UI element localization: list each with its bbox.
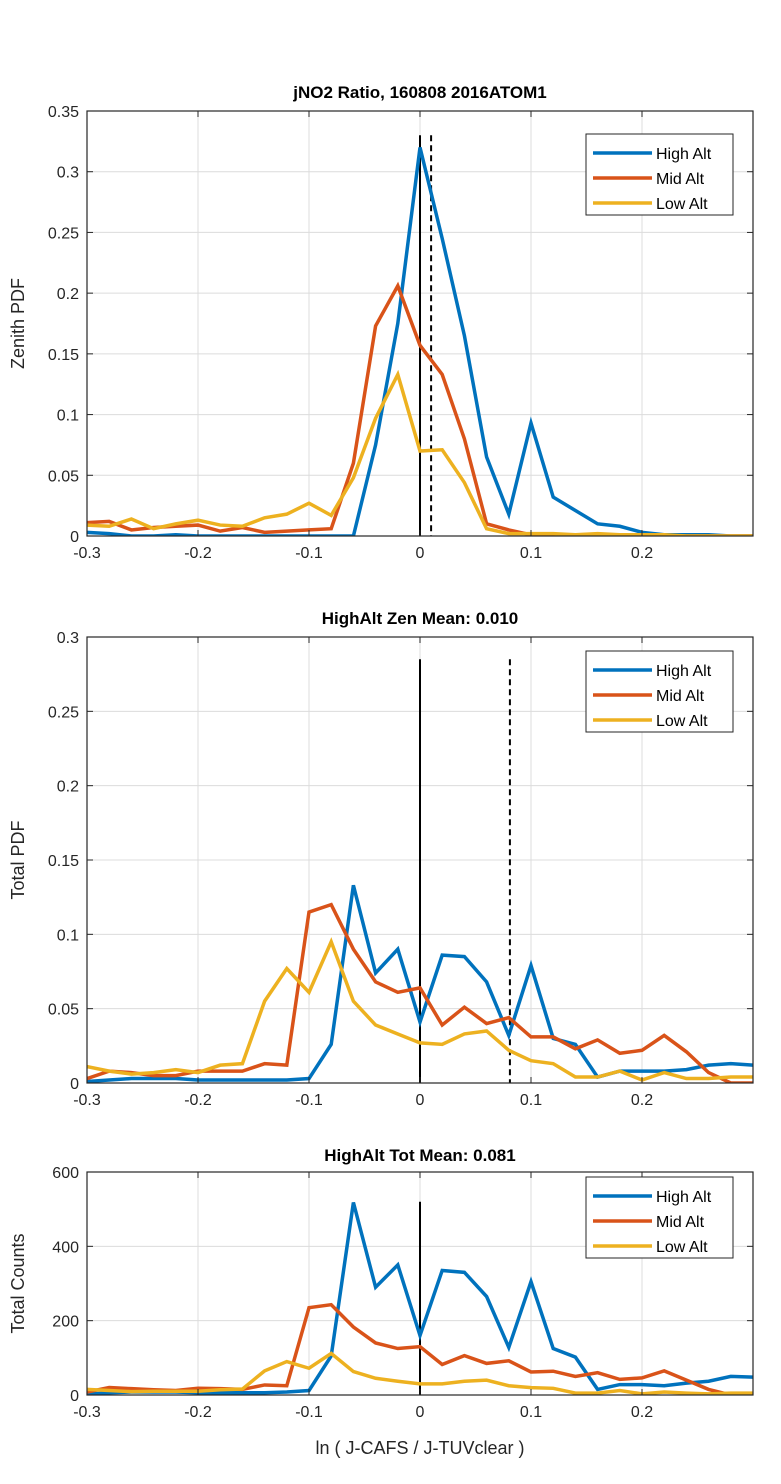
chart-title: jNO2 Ratio, 160808 2016ATOM1 [292, 83, 547, 102]
y-tick-label: 0.25 [48, 704, 79, 721]
legend-label: Low Alt [656, 713, 708, 730]
x-tick-label: 0.1 [520, 1092, 542, 1109]
y-tick-label: 0.3 [57, 165, 79, 182]
y-tick-label: 0.2 [57, 286, 79, 303]
legend-label: High Alt [656, 1189, 712, 1206]
x-tick-label: 0.2 [631, 545, 653, 562]
legend-label: Low Alt [656, 196, 708, 213]
panel-zenith-pdf: -0.3 -0.2 -0.1 0 0.1 0.2 0 0.05 0.1 0.15 0.2 0.25 0.… [8, 83, 754, 562]
y-axis-label: Total PDF [8, 820, 28, 899]
y-tick-label: 400 [52, 1239, 79, 1256]
chart-title: HighAlt Tot Mean: 0.081 [324, 1146, 515, 1165]
legend-label: High Alt [656, 146, 712, 163]
chart-title: HighAlt Zen Mean: 0.010 [322, 609, 518, 628]
x-tick-label: -0.2 [184, 545, 212, 562]
legend-label: Mid Alt [656, 688, 705, 705]
y-tick-label: 0.1 [57, 408, 79, 425]
y-tick-label: 200 [52, 1314, 79, 1331]
y-axis-label: Zenith PDF [8, 278, 28, 369]
y-tick-label: 0.05 [48, 1002, 79, 1019]
x-tick-label: 0.1 [520, 1404, 542, 1421]
legend-label: Low Alt [656, 1239, 708, 1256]
series-line-mid-alt [87, 1302, 753, 1395]
x-tick-label: -0.1 [295, 545, 323, 562]
legend-label: Mid Alt [656, 1214, 705, 1231]
legend-label: Mid Alt [656, 171, 705, 188]
y-tick-label: 0 [70, 1388, 79, 1405]
x-tick-label: -0.1 [295, 1404, 323, 1421]
x-tick-label: 0.1 [520, 545, 542, 562]
x-tick-label: 0 [416, 545, 425, 562]
y-axis-label: Total Counts [8, 1233, 28, 1333]
x-tick-label: 0.2 [631, 1092, 653, 1109]
y-tick-label: 0.3 [57, 630, 79, 647]
series-line-mid-alt [87, 281, 753, 536]
y-tick-label: 0.1 [57, 927, 79, 944]
y-tick-label: 600 [52, 1165, 79, 1182]
y-tick-label: 0.15 [48, 853, 79, 870]
x-tick-label: 0 [416, 1092, 425, 1109]
x-tick-label: -0.1 [295, 1092, 323, 1109]
panel-total-counts: -0.3 -0.2 -0.1 0 0.1 0.2 0 200 400 600 HighAlt Tot… [8, 1146, 754, 1458]
x-tick-label: 0 [416, 1404, 425, 1421]
legend-label: High Alt [656, 663, 712, 680]
x-tick-label: -0.2 [184, 1404, 212, 1421]
x-tick-label: -0.2 [184, 1092, 212, 1109]
y-tick-label: 0.15 [48, 347, 79, 364]
y-tick-label: 0.35 [48, 104, 79, 121]
y-tick-label: 0 [70, 529, 79, 546]
x-tick-label: -0.3 [73, 1404, 101, 1421]
x-tick-label: -0.3 [73, 1092, 101, 1109]
y-tick-label: 0.2 [57, 779, 79, 796]
x-tick-label: -0.3 [73, 545, 101, 562]
y-tick-label: 0.25 [48, 225, 79, 242]
x-axis-label: ln ( J-CAFS / J-TUVclear ) [315, 1438, 524, 1458]
y-tick-label: 0 [70, 1076, 79, 1093]
panel-total-pdf: -0.3 -0.2 -0.1 0 0.1 0.2 0 0.05 0.1 0.15 0.2 0.25 0.… [8, 609, 754, 1109]
x-tick-label: 0.2 [631, 1404, 653, 1421]
y-tick-label: 0.05 [48, 468, 79, 485]
